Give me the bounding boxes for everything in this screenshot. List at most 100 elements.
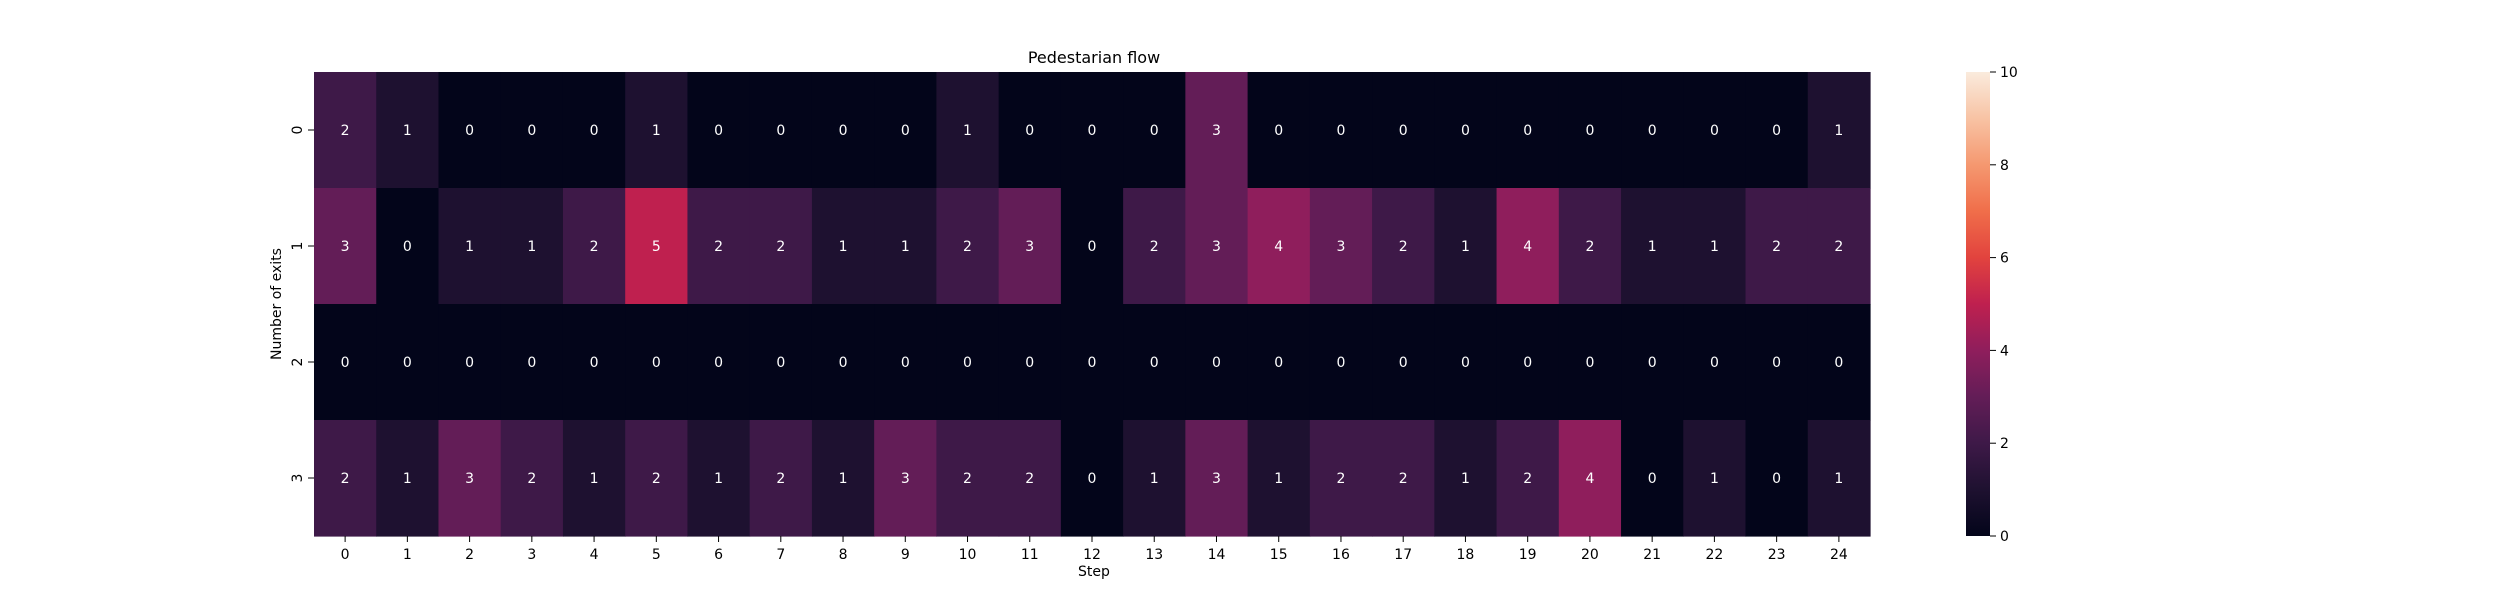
cell-value-label: 2 — [776, 239, 785, 255]
cell-value-label: 0 — [527, 123, 536, 139]
y-tick-label: 1 — [290, 242, 306, 251]
cell-value-label: 1 — [714, 471, 723, 487]
cell-value-label: 2 — [1336, 471, 1345, 487]
heatmap-cell — [1060, 72, 1124, 189]
cell-value-label: 0 — [527, 355, 536, 371]
x-tick-label: 10 — [959, 547, 977, 563]
cell-value-label: 0 — [1399, 355, 1408, 371]
x-tick-label: 18 — [1457, 547, 1475, 563]
heatmap-cell — [314, 188, 377, 305]
heatmap-cell — [1247, 304, 1311, 421]
x-tick-label: 1 — [403, 547, 412, 563]
heatmap-cell — [1372, 420, 1435, 537]
cell-value-label: 2 — [1585, 239, 1594, 255]
cell-value-label: 2 — [1150, 239, 1159, 255]
cell-value-label: 0 — [714, 123, 723, 139]
cell-value-label: 0 — [403, 355, 412, 371]
x-tick-label: 3 — [527, 547, 536, 563]
cell-value-label: 0 — [1772, 355, 1781, 371]
cell-value-label: 0 — [1274, 123, 1283, 139]
x-tick-label: 4 — [590, 547, 599, 563]
heatmap-cell — [1807, 72, 1871, 189]
cell-value-label: 3 — [1212, 239, 1221, 255]
cell-value-label: 0 — [1648, 355, 1657, 371]
y-tick-label: 0 — [290, 126, 306, 135]
heatmap-cell — [687, 72, 751, 189]
heatmap-cell — [1745, 72, 1809, 189]
heatmap-cell — [1309, 420, 1373, 537]
heatmap-cell — [1060, 420, 1124, 537]
heatmap-cell — [1434, 304, 1498, 421]
cell-value-label: 0 — [1585, 355, 1594, 371]
cell-value-label: 0 — [652, 355, 661, 371]
heatmap-cell — [749, 188, 813, 305]
cell-value-label: 0 — [901, 355, 910, 371]
x-tick-label: 20 — [1581, 547, 1599, 563]
colorbar-tick-label: 0 — [2000, 529, 2009, 545]
x-tick-label: 16 — [1332, 547, 1350, 563]
x-axis: 0 1 2 3 4 5 6 7 8 9 10 11 12 13 14 15 16 17 18 19 20 21 22 23 24 — [341, 536, 1848, 563]
cell-value-label: 1 — [1710, 239, 1719, 255]
cell-value-label: 1 — [901, 239, 910, 255]
heatmap-cell — [625, 188, 689, 305]
y-tick-label: 2 — [290, 358, 306, 367]
cell-value-label: 1 — [1710, 471, 1719, 487]
cell-value-label: 0 — [776, 355, 785, 371]
heatmap-cell — [438, 304, 502, 421]
heatmap-cell — [1123, 420, 1186, 537]
heatmap-cell — [376, 188, 440, 305]
colorbar-tick-label: 10 — [2000, 65, 2018, 81]
cell-value-label: 1 — [1150, 471, 1159, 487]
cell-value-label: 0 — [1212, 355, 1221, 371]
cell-value-label: 0 — [776, 123, 785, 139]
cell-value-label: 0 — [1399, 123, 1408, 139]
heatmap-cell — [936, 72, 1000, 189]
heatmap-cell — [936, 188, 1000, 305]
heatmap-cell — [998, 420, 1062, 537]
heatmap-cell — [1621, 188, 1684, 305]
heatmap-cell — [1247, 188, 1311, 305]
heatmap-cell — [1745, 420, 1809, 537]
cell-value-label: 0 — [1710, 123, 1719, 139]
heatmap-cell — [998, 304, 1062, 421]
heatmap-cell — [811, 188, 875, 305]
cell-value-label: 2 — [963, 471, 972, 487]
cell-value-label: 0 — [1772, 471, 1781, 487]
cell-value-label: 0 — [1648, 123, 1657, 139]
cell-value-label: 1 — [1648, 239, 1657, 255]
heatmap-cell — [562, 188, 626, 305]
heatmap-cell — [1683, 72, 1747, 189]
heatmap-cell — [438, 188, 502, 305]
cell-value-label: 2 — [341, 471, 350, 487]
colorbar-tick-label: 4 — [2000, 343, 2009, 359]
cell-value-label: 2 — [527, 471, 536, 487]
x-tick-label: 7 — [776, 547, 785, 563]
heatmap-cell — [1060, 188, 1124, 305]
cell-value-label: 0 — [465, 355, 474, 371]
heatmap-cell — [1745, 304, 1809, 421]
heatmap-cell — [1496, 420, 1560, 537]
cell-value-label: 0 — [1088, 239, 1097, 255]
heatmap-cell — [625, 304, 689, 421]
heatmap-cell — [811, 304, 875, 421]
heatmap-cell — [1123, 188, 1186, 305]
heatmap-cell-labels: 2 1 0 0 0 1 0 0 0 0 1 0 0 0 3 0 0 0 0 0 0 0 0 0 1 3 0 1 1 2 5 2 2 1 1 2 3 0 2 3… — [341, 123, 1844, 487]
colorbar-tick-label: 2 — [2000, 436, 2009, 452]
heatmap-cell — [811, 72, 875, 189]
cell-value-label: 1 — [1834, 123, 1843, 139]
heatmap-cell — [314, 304, 377, 421]
cell-value-label: 0 — [590, 355, 599, 371]
cell-value-label: 2 — [1025, 471, 1034, 487]
x-tick-label: 17 — [1394, 547, 1412, 563]
cell-value-label: 0 — [1834, 355, 1843, 371]
cell-value-label: 1 — [839, 471, 848, 487]
x-tick-label: 0 — [341, 547, 350, 563]
cell-value-label: 3 — [1025, 239, 1034, 255]
heatmap-cell — [1123, 304, 1186, 421]
heatmap-cell — [1621, 304, 1684, 421]
heatmap-cell — [500, 188, 564, 305]
heatmap-cell — [314, 420, 377, 537]
x-tick-label: 24 — [1830, 547, 1848, 563]
heatmap-cell — [998, 188, 1062, 305]
